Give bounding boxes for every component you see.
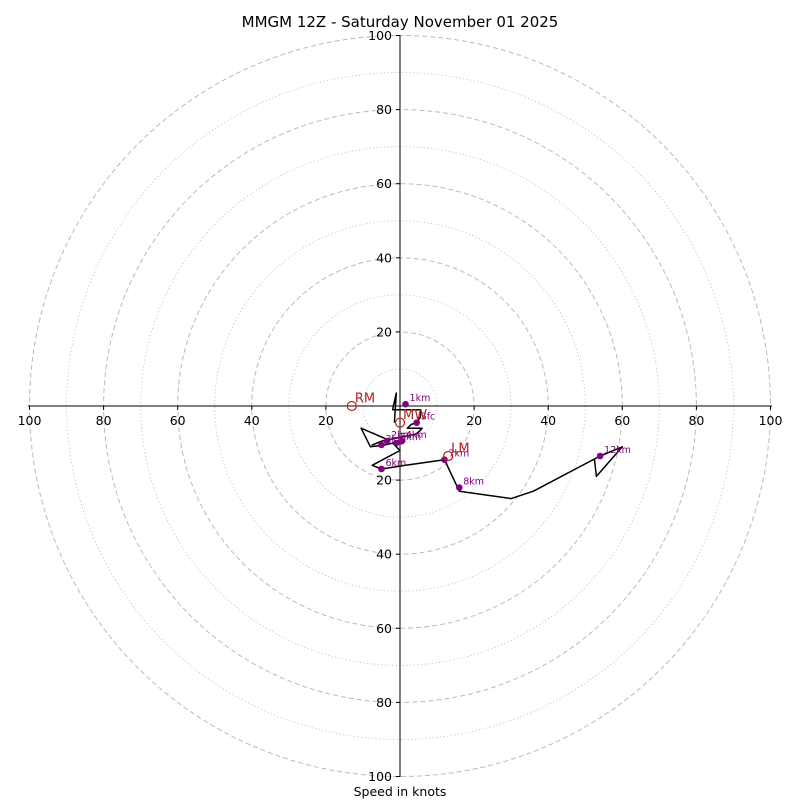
y-tick-label: 60: [376, 621, 392, 636]
storm-motion-label-rm: RM: [355, 392, 375, 407]
height-point-1km: [402, 400, 409, 408]
height-label-6km: 6km: [385, 458, 406, 469]
x-tick-label: 20: [466, 413, 482, 428]
height-label-2km: 2km: [391, 430, 412, 441]
x-tick-label: 80: [96, 413, 112, 428]
y-tick-label: 40: [376, 250, 392, 265]
x-tick-label: 20: [318, 413, 334, 428]
x-tick-label: 40: [244, 413, 260, 428]
height-label-8km: 8km: [463, 477, 484, 488]
x-tick-label: 60: [614, 413, 630, 428]
height-point-2km: [383, 437, 391, 445]
height-point-4km: [398, 437, 406, 445]
y-tick-label: 80: [376, 695, 392, 710]
y-tick-label: 20: [376, 324, 392, 339]
x-tick-label: 100: [759, 413, 783, 428]
y-tick-label: 40: [376, 547, 392, 562]
axes: [28, 35, 772, 777]
y-tick-label: 100: [368, 769, 392, 784]
x-tick-labels: 100 80 60 40 20 20 40 60 80 100: [18, 406, 783, 428]
height-point-7km: [441, 456, 448, 464]
height-label-5km: 5km: [400, 432, 421, 443]
x-tick-label: 100: [18, 413, 42, 428]
chart-title: MMGM 12Z - Saturday November 01 2025: [242, 13, 559, 31]
storm-motion-mw: [394, 417, 406, 428]
x-tick-label: 80: [688, 413, 704, 428]
y-tick-label: 20: [376, 473, 392, 488]
height-label-1km: 1km: [410, 393, 431, 404]
height-point-8km: [455, 484, 463, 491]
y-tick-label: 100: [368, 28, 392, 43]
height-label-sfc: Sfc: [421, 412, 436, 423]
y-tick-labels: 20 40 60 80 100 20 40 60 80 100: [368, 28, 400, 784]
x-axis-label: Speed in knots: [354, 784, 447, 799]
height-label-4km: 4km: [406, 430, 427, 441]
storm-motion-rm: [346, 400, 357, 412]
height-point-12km: [596, 452, 604, 460]
storm-motion-label-lm: LM: [451, 442, 469, 457]
height-label-3km: 3km: [385, 434, 406, 445]
height-point-3km: [378, 441, 385, 449]
storm-motion-lm: [443, 450, 454, 462]
height-point-5km: [392, 439, 400, 447]
x-tick-label: 60: [170, 413, 186, 428]
y-tick-label: 80: [376, 102, 392, 117]
height-point-sfc: [413, 419, 420, 426]
y-tick-label: 60: [376, 176, 392, 191]
height-label-12km: 12km: [604, 445, 631, 456]
height-label-7km: 7km: [448, 449, 469, 460]
storm-motion-markers: RM LM MW: [346, 392, 470, 462]
x-tick-label: 40: [540, 413, 556, 428]
height-point-6km: [378, 465, 385, 473]
storm-motion-label-mw: MW: [403, 408, 427, 423]
